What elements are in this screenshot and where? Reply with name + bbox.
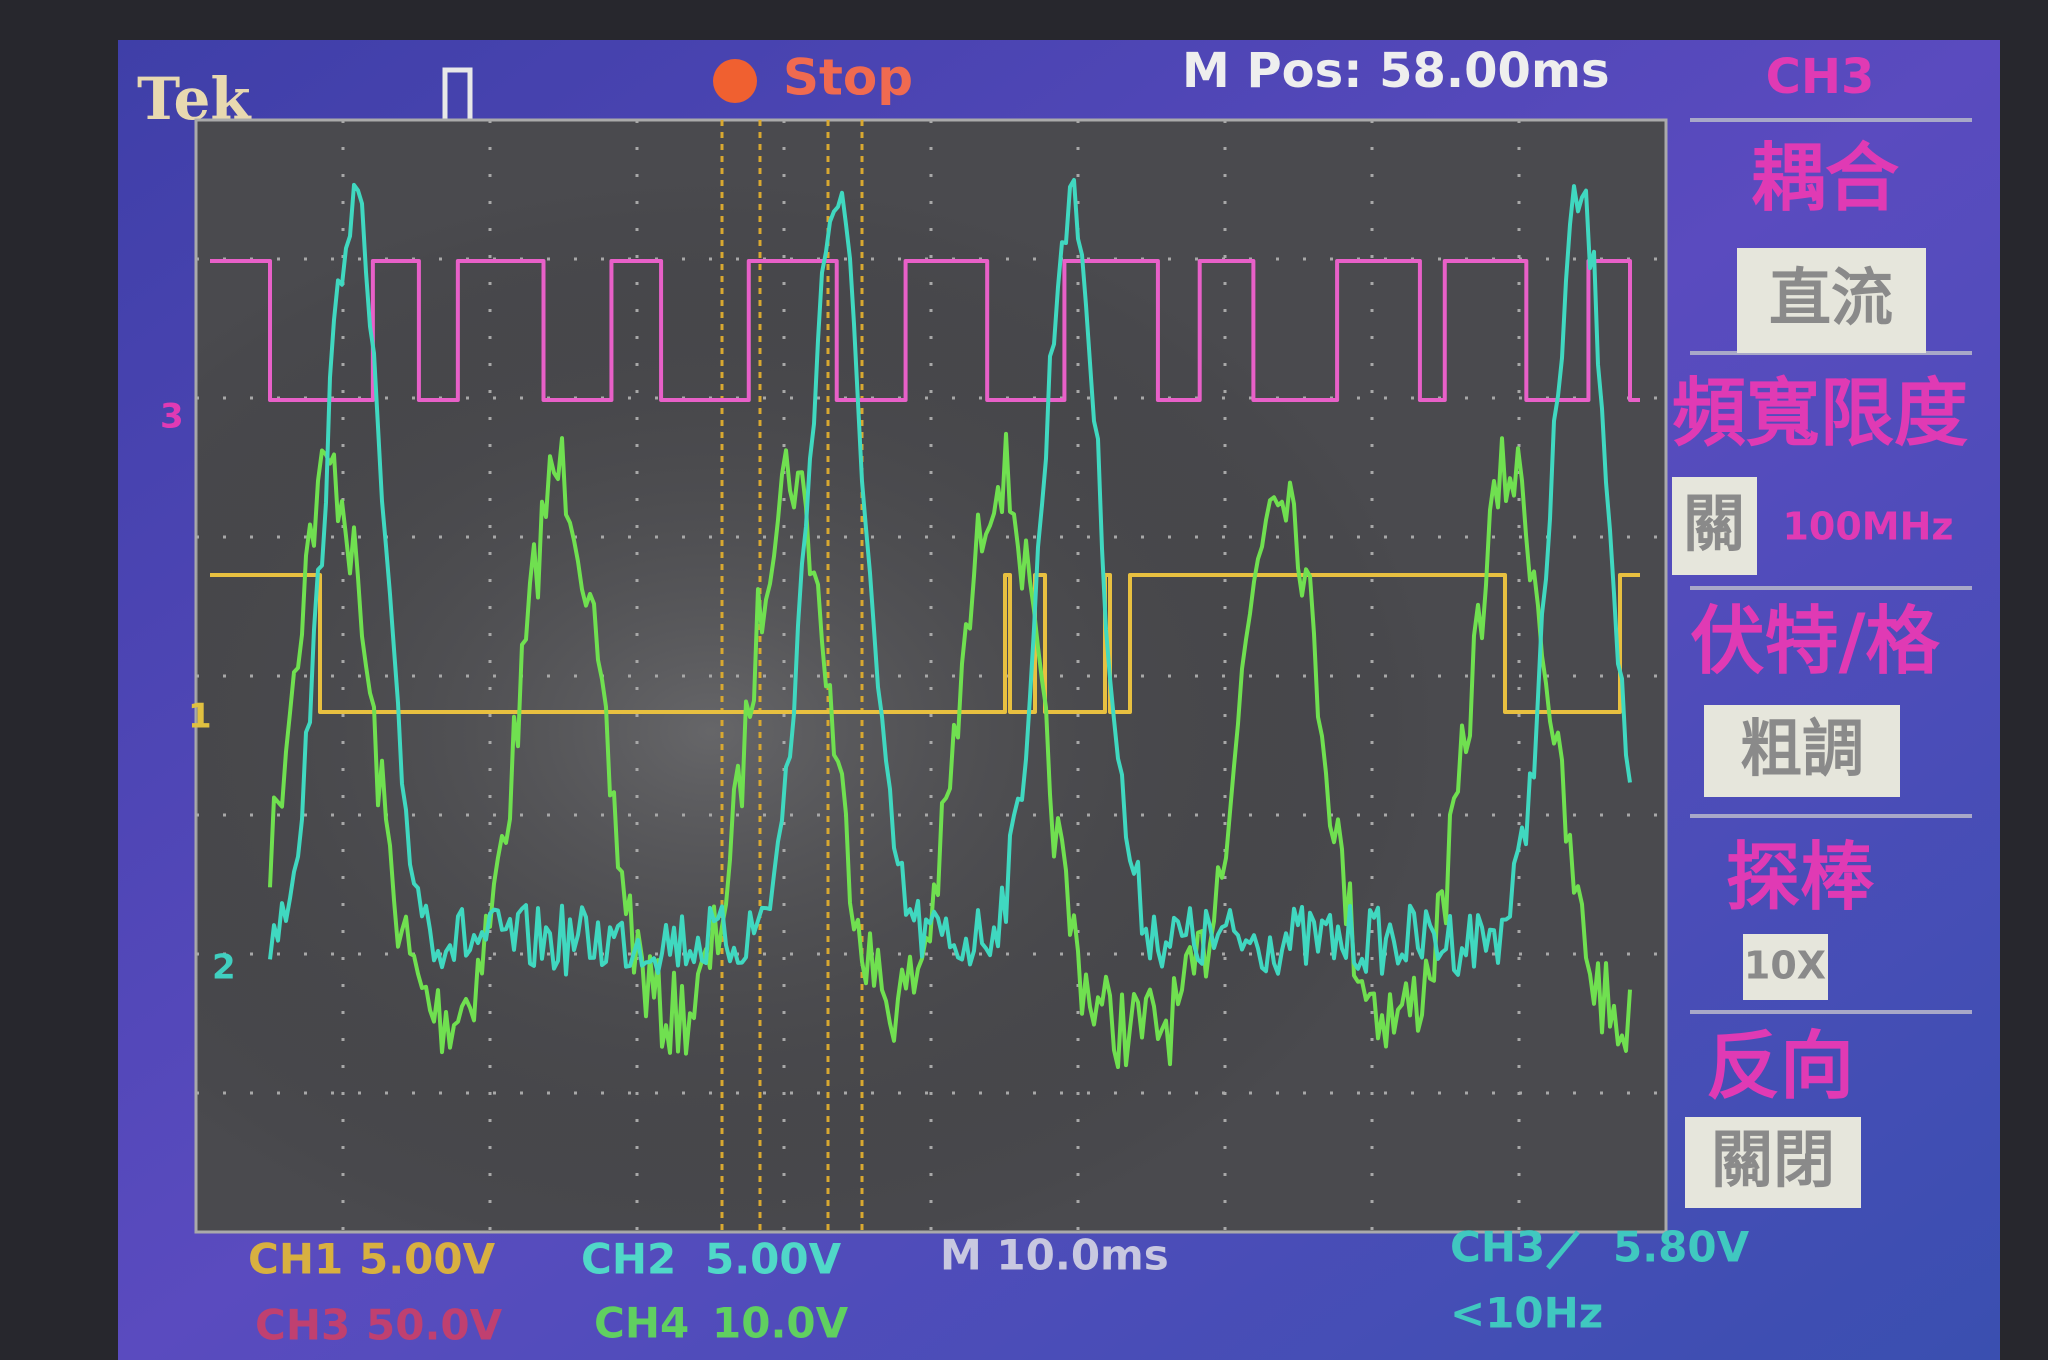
- menu-label: 探棒: [1726, 835, 1875, 921]
- ch1-marker: 1: [188, 697, 212, 737]
- run-status: Stop: [783, 49, 913, 107]
- ch2-trace: [268, 178, 1632, 977]
- menu-value: 10X: [1744, 944, 1826, 988]
- menu-box[interactable]: [1743, 934, 1828, 1000]
- trigger-level: 5.80V: [1613, 1223, 1750, 1272]
- trigger-source: CH3: [1450, 1223, 1545, 1272]
- menu-label: 反向: [1706, 1024, 1854, 1110]
- ch1-name: CH1: [248, 1235, 343, 1284]
- menu-box[interactable]: [1737, 248, 1926, 353]
- ch1-trace: [210, 573, 1640, 714]
- ch2-marker: 2: [212, 948, 236, 988]
- menu-value: 關閉: [1711, 1123, 1835, 1196]
- menu-channel: CH3: [1766, 49, 1875, 105]
- menu-note: 100MHz: [1782, 505, 1953, 549]
- ch3-marker: 3: [160, 397, 184, 437]
- menu-value: 直流: [1769, 261, 1893, 334]
- stop-indicator: [713, 59, 757, 103]
- ch1-scale: 5.00V: [359, 1235, 496, 1284]
- waveforms: [210, 178, 1640, 1069]
- ch4-scale: 10.0V: [712, 1299, 849, 1348]
- menu-value: 粗調: [1740, 712, 1864, 785]
- grid: [196, 120, 1666, 1232]
- ch3-scale: 50.0V: [366, 1301, 503, 1350]
- menu-label: 伏特/格: [1690, 599, 1940, 685]
- trigger-slope: [1546, 1230, 1580, 1270]
- ch4-trace: [268, 431, 1632, 1069]
- menu-box[interactable]: [1704, 705, 1900, 797]
- menu-label: 耦合: [1751, 136, 1899, 222]
- ch2-scale: 5.00V: [705, 1235, 842, 1284]
- position: M Pos: 58.00ms: [1182, 43, 1610, 99]
- timebase: M 10.0ms: [940, 1231, 1169, 1280]
- ch2-name: CH2: [581, 1235, 676, 1284]
- menu-label: 頻寬限度: [1672, 371, 1968, 457]
- menu-box[interactable]: [1672, 477, 1757, 575]
- ch3-trace: [210, 259, 1640, 402]
- trigger-frequency: <10Hz: [1450, 1289, 1603, 1338]
- menu-box[interactable]: [1685, 1117, 1861, 1208]
- ch3-name: CH3: [255, 1301, 350, 1350]
- menu-value: 關: [1683, 487, 1745, 560]
- ch4-name: CH4: [594, 1299, 689, 1348]
